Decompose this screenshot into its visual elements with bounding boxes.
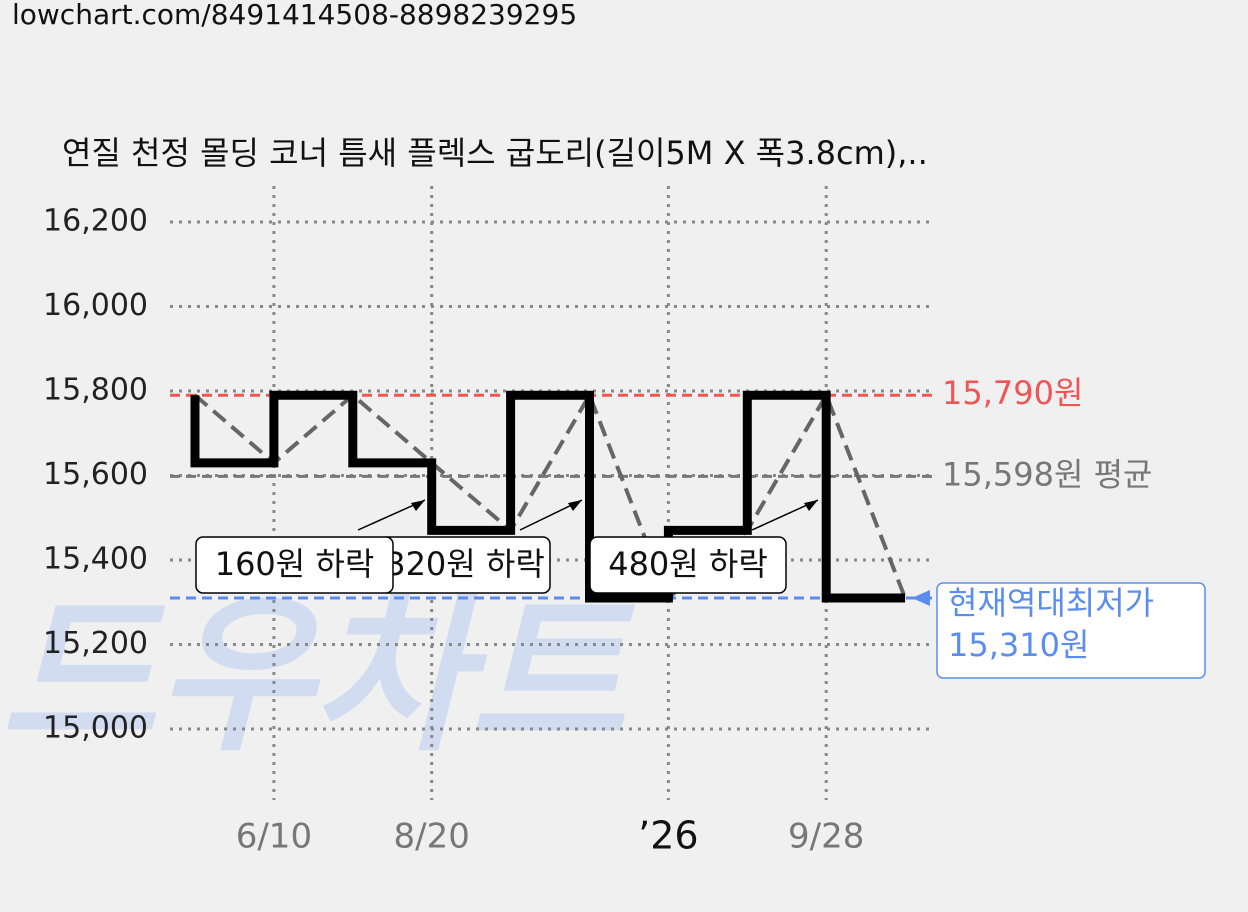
annotation-text: 160원 하락 [215, 545, 375, 583]
min-pointer [912, 590, 930, 607]
trend-line [193, 390, 907, 602]
url: lowchart.com/8491414508-8898239295 [12, 0, 577, 31]
annotation-text: 320원 하락 [385, 545, 545, 583]
x-tick-label: 8/20 [394, 817, 470, 857]
watermark: 드우차트 [0, 577, 635, 775]
x-tick-label: 9/28 [788, 817, 864, 857]
y-tick-label: 15,400 [43, 542, 148, 577]
y-tick-label: 15,000 [43, 711, 148, 746]
y-tick-label: 15,200 [43, 626, 148, 661]
annotation-box [589, 536, 787, 594]
annotation-text: 480원 하락 [608, 545, 768, 583]
y-tick-label: 16,000 [43, 288, 148, 323]
max-label: 15,790원 [942, 374, 1083, 412]
y-tick-label: 15,800 [43, 373, 148, 408]
x-tick-label: 6/10 [236, 817, 312, 857]
arrow-head [804, 500, 818, 511]
y-tick-label: 15,600 [43, 457, 148, 492]
min-label: 15,310원 [948, 626, 1089, 664]
avg-label: 15,598원 평균 [942, 455, 1152, 493]
x-tick-label: ’26 [638, 814, 698, 858]
price-line [190, 390, 906, 603]
min-label: 현재역대최저가 [948, 584, 1154, 622]
min-box [936, 582, 1206, 679]
arrow-head [568, 500, 582, 511]
chart-title: 연질 천정 몰딩 코너 틈새 플렉스 굽도리(길이5M X 폭3.8cm),.. [62, 134, 928, 172]
annotation-box [195, 536, 394, 594]
arrow-head [411, 500, 425, 511]
y-tick-label: 16,200 [43, 204, 148, 239]
